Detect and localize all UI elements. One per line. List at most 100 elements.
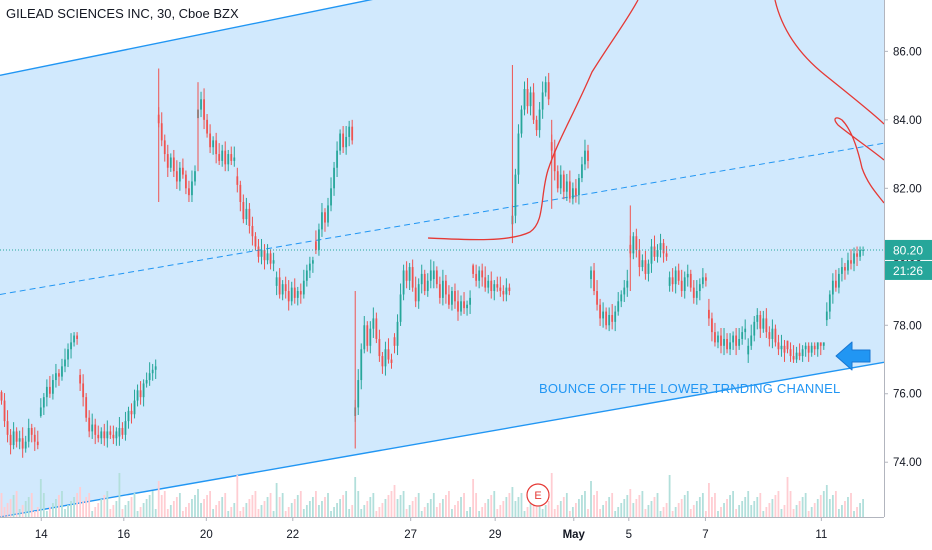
candle[interactable] <box>293 278 296 304</box>
candle[interactable] <box>405 261 408 289</box>
candle[interactable] <box>602 302 605 328</box>
channel-upper-line[interactable] <box>0 0 884 77</box>
candle[interactable] <box>254 232 257 251</box>
candle[interactable] <box>435 266 438 289</box>
candle[interactable] <box>862 246 864 256</box>
candle[interactable] <box>774 324 777 347</box>
candle[interactable] <box>599 298 601 326</box>
candle[interactable] <box>39 398 42 418</box>
earnings-marker[interactable]: E <box>526 483 550 507</box>
candle[interactable] <box>478 266 481 289</box>
candle[interactable] <box>18 430 21 450</box>
candle[interactable] <box>55 363 57 388</box>
candle[interactable] <box>559 165 562 195</box>
candle[interactable] <box>230 146 233 166</box>
candle[interactable] <box>375 312 378 344</box>
candle[interactable] <box>853 247 855 272</box>
candle[interactable] <box>203 88 205 130</box>
candle[interactable] <box>656 244 659 263</box>
candle[interactable] <box>838 268 840 294</box>
candle[interactable] <box>224 141 227 172</box>
candle[interactable] <box>593 262 595 296</box>
candle[interactable] <box>574 179 577 203</box>
candle[interactable] <box>850 249 852 270</box>
candle[interactable] <box>36 430 39 450</box>
candle[interactable] <box>118 417 121 446</box>
candle[interactable] <box>133 389 136 419</box>
candle[interactable] <box>556 165 559 193</box>
candle[interactable] <box>12 422 15 450</box>
candle[interactable] <box>221 144 224 167</box>
candle[interactable] <box>587 144 589 169</box>
candle[interactable] <box>172 149 175 178</box>
candle[interactable] <box>281 280 284 301</box>
candle[interactable] <box>777 334 780 356</box>
candle[interactable] <box>178 161 181 191</box>
candle[interactable] <box>756 308 759 330</box>
candle[interactable] <box>9 429 12 455</box>
candle[interactable] <box>127 406 130 429</box>
candle[interactable] <box>831 273 834 304</box>
candle[interactable] <box>236 167 239 193</box>
candle[interactable] <box>623 280 626 302</box>
candle[interactable] <box>810 342 813 357</box>
candle[interactable] <box>608 307 611 332</box>
candle[interactable] <box>260 238 263 265</box>
candle[interactable] <box>257 238 260 263</box>
candle[interactable] <box>626 269 629 297</box>
candle[interactable] <box>266 244 269 265</box>
candle[interactable] <box>97 425 100 443</box>
candle[interactable] <box>813 342 816 356</box>
candle[interactable] <box>780 334 783 357</box>
candle[interactable] <box>363 316 366 354</box>
candle[interactable] <box>792 345 795 363</box>
candle[interactable] <box>438 276 441 304</box>
candle[interactable] <box>493 280 496 301</box>
candle[interactable] <box>308 256 311 279</box>
candle[interactable] <box>227 149 230 172</box>
candle[interactable] <box>296 286 299 306</box>
candle[interactable] <box>339 129 341 155</box>
candle[interactable] <box>402 264 405 301</box>
candle[interactable] <box>369 321 372 354</box>
candle[interactable] <box>744 319 747 340</box>
candle[interactable] <box>535 115 538 136</box>
candle[interactable] <box>218 143 221 166</box>
candle[interactable] <box>695 280 698 305</box>
candle[interactable] <box>188 180 190 203</box>
candle[interactable] <box>115 427 118 446</box>
candle[interactable] <box>689 269 692 292</box>
candle[interactable] <box>426 273 429 297</box>
candle[interactable] <box>487 274 490 294</box>
candle[interactable] <box>472 263 475 279</box>
candle[interactable] <box>357 369 360 415</box>
candle[interactable] <box>124 411 127 441</box>
candle[interactable] <box>807 342 810 362</box>
candle[interactable] <box>735 328 738 356</box>
candle[interactable] <box>248 203 251 234</box>
candle[interactable] <box>859 246 861 261</box>
candle[interactable] <box>387 338 390 364</box>
candle[interactable] <box>804 342 807 357</box>
candle[interactable] <box>844 262 846 280</box>
candle[interactable] <box>67 343 69 368</box>
candle[interactable] <box>106 420 109 448</box>
candle[interactable] <box>454 283 456 309</box>
candle[interactable] <box>632 232 635 260</box>
candle[interactable] <box>741 326 744 345</box>
candle[interactable] <box>738 328 741 350</box>
candle[interactable] <box>499 276 502 297</box>
candle[interactable] <box>571 182 574 205</box>
candle[interactable] <box>348 120 351 147</box>
candle[interactable] <box>163 134 166 162</box>
candle[interactable] <box>801 345 804 362</box>
candle[interactable] <box>103 423 106 446</box>
candle[interactable] <box>275 271 278 296</box>
candle[interactable] <box>753 316 756 342</box>
candle[interactable] <box>841 257 843 282</box>
candle[interactable] <box>502 285 505 302</box>
candle[interactable] <box>336 141 338 178</box>
candle[interactable] <box>85 393 88 422</box>
candle[interactable] <box>547 72 550 106</box>
candle[interactable] <box>683 271 686 299</box>
